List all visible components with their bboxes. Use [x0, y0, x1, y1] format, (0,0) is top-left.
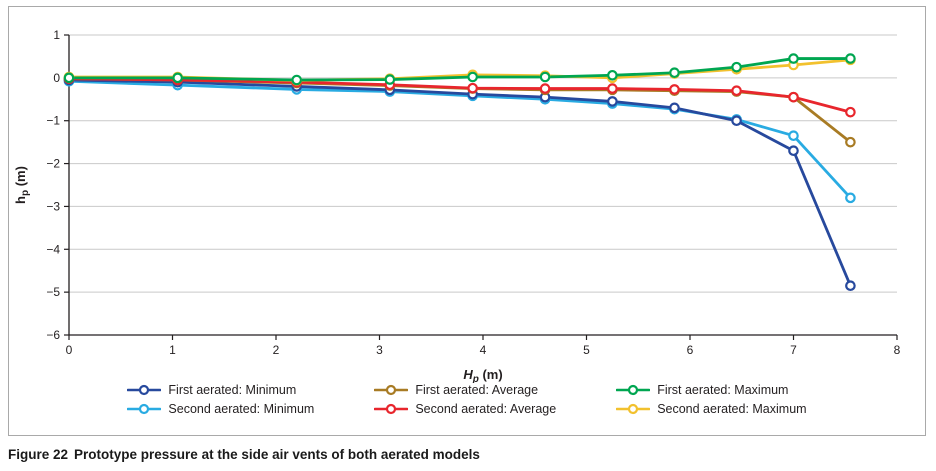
- legend-item-first-aerated-minimum: First aerated: Minimum: [127, 383, 314, 397]
- legend-marker-icon: [374, 384, 409, 396]
- x-tick-label: 8: [894, 343, 901, 357]
- y-tick-label: −5: [46, 285, 60, 299]
- figure-caption: Figure 22 Prototype pressure at the side …: [8, 447, 480, 462]
- legend-label: First aerated: Average: [415, 383, 539, 397]
- x-axis-label: Hp (m): [463, 367, 502, 383]
- legend-item-first-aerated-average: First aerated: Average: [374, 383, 556, 397]
- markers-first-aerated-maximum: [63, 53, 856, 86]
- legend-label: Second aerated: Minimum: [168, 402, 315, 416]
- legend-marker-icon: [616, 384, 651, 396]
- legend-item-first-aerated-maximum: First aerated: Maximum: [616, 383, 806, 397]
- legend-marker-icon: [127, 384, 162, 396]
- legend-label: First aerated: Minimum: [168, 383, 297, 397]
- x-tick-label: 7: [790, 343, 797, 357]
- chart-legend: First aerated: Minimum Second aerated: Mi…: [127, 383, 807, 416]
- legend-label: Second aerated: Maximum: [657, 402, 807, 416]
- y-axis-label: hp (m): [13, 166, 31, 204]
- legend-item-second-aerated-minimum: Second aerated: Minimum: [127, 402, 314, 416]
- y-tick-label: −1: [46, 114, 60, 128]
- legend-marker-icon: [616, 403, 651, 415]
- series-first-aerated-minimum: [67, 78, 852, 288]
- legend-item-second-aerated-average: Second aerated: Average: [374, 402, 556, 416]
- y-tick-label: −6: [46, 328, 60, 342]
- figure-caption-label: Figure 22: [8, 447, 69, 462]
- x-tick-label: 0: [66, 343, 73, 357]
- pressure-line-chart: 0 1 2 3 4 5 6 7 8 1 0 −1 −2 −3 −4 −5 −6 Hp (m) hp (m): [13, 28, 901, 383]
- y-tick-label: −4: [46, 242, 60, 256]
- y-tick-label: −3: [46, 199, 60, 213]
- figure-caption-text: Prototype pressure at the side air vents…: [74, 447, 480, 462]
- y-tick-label: −2: [46, 157, 60, 171]
- legend-marker-icon: [127, 403, 162, 415]
- gridlines: [69, 34, 897, 293]
- markers-first-aerated-minimum: [63, 74, 856, 292]
- y-tick-label: 1: [53, 28, 60, 42]
- legend-marker-icon: [374, 403, 409, 415]
- x-tick-label: 2: [273, 343, 280, 357]
- x-tick-label: 1: [169, 343, 176, 357]
- series-second-aerated-minimum: [67, 79, 852, 200]
- x-tick-label: 4: [480, 343, 487, 357]
- y-tick-label: 0: [53, 71, 60, 85]
- figure-panel: 0 1 2 3 4 5 6 7 8 1 0 −1 −2 −3 −4 −5 −6 Hp (m) hp (m) Firs…: [8, 6, 926, 436]
- legend-label: Second aerated: Average: [415, 402, 557, 416]
- x-tick-label: 3: [376, 343, 383, 357]
- legend-item-second-aerated-maximum: Second aerated: Maximum: [616, 402, 807, 416]
- x-tick-label: 6: [687, 343, 694, 357]
- x-tick-label: 5: [583, 343, 590, 357]
- legend-label: First aerated: Maximum: [657, 383, 789, 397]
